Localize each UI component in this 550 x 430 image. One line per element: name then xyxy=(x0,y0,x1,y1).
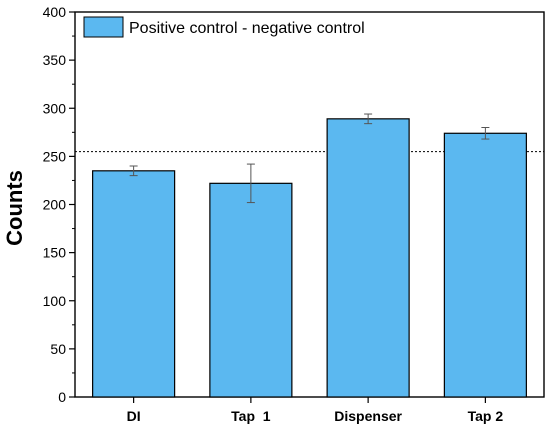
y-tick-label: 0 xyxy=(58,389,66,405)
x-tick-label: DI xyxy=(127,408,141,424)
y-tick-label: 150 xyxy=(43,245,67,261)
bar xyxy=(443,132,527,398)
bar xyxy=(209,182,293,398)
legend-label: Positive control - negative control xyxy=(129,20,365,37)
bars-group xyxy=(92,118,527,398)
x-axis: DI Tap 1 Dispenser Tap 2 xyxy=(127,397,504,424)
y-axis: 0 50 100 150 200 250 300 350 400 xyxy=(43,4,75,405)
y-tick-label: 300 xyxy=(43,100,67,116)
y-tick-label: 400 xyxy=(43,4,67,20)
bar xyxy=(92,170,176,398)
y-tick-label: 250 xyxy=(43,148,67,164)
y-tick-label: 200 xyxy=(43,197,67,213)
y-tick-label: 350 xyxy=(43,52,67,68)
legend-swatch xyxy=(83,16,124,38)
x-tick-label: Dispenser xyxy=(334,408,402,424)
y-tick-label: 50 xyxy=(50,341,66,357)
legend: Positive control - negative control xyxy=(83,16,365,38)
x-tick-label: Tap 2 xyxy=(468,408,504,424)
bar xyxy=(326,118,410,398)
error-bars-group xyxy=(129,113,490,204)
y-tick-label: 100 xyxy=(43,293,67,309)
x-tick-label: Tap 1 xyxy=(231,408,271,424)
y-axis-title: Counts xyxy=(2,170,27,246)
